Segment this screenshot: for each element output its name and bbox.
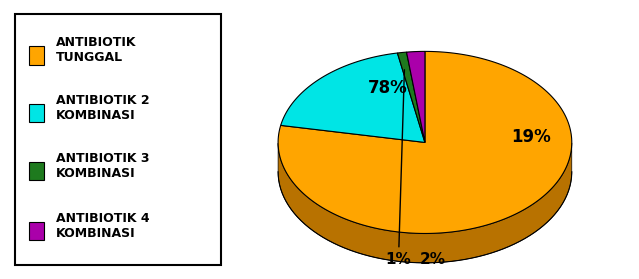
FancyBboxPatch shape bbox=[29, 46, 45, 65]
FancyBboxPatch shape bbox=[15, 14, 221, 265]
Polygon shape bbox=[406, 51, 425, 143]
FancyBboxPatch shape bbox=[29, 222, 45, 240]
FancyBboxPatch shape bbox=[29, 162, 45, 180]
FancyBboxPatch shape bbox=[29, 104, 45, 122]
Text: ANTIBIOTIK 3
KOMBINASI: ANTIBIOTIK 3 KOMBINASI bbox=[56, 152, 149, 180]
Text: ANTIBIOTIK 2
KOMBINASI: ANTIBIOTIK 2 KOMBINASI bbox=[56, 94, 150, 122]
Text: 19%: 19% bbox=[511, 128, 551, 146]
Text: ANTIBIOTIK 4
KOMBINASI: ANTIBIOTIK 4 KOMBINASI bbox=[56, 212, 150, 240]
Polygon shape bbox=[397, 52, 425, 143]
Text: 2%: 2% bbox=[419, 252, 445, 267]
Text: 78%: 78% bbox=[368, 79, 408, 97]
Polygon shape bbox=[278, 143, 572, 263]
Polygon shape bbox=[278, 51, 572, 234]
Text: ANTIBIOTIK
TUNGGAL: ANTIBIOTIK TUNGGAL bbox=[56, 36, 136, 64]
Text: 1%: 1% bbox=[385, 70, 412, 267]
Polygon shape bbox=[281, 53, 425, 143]
